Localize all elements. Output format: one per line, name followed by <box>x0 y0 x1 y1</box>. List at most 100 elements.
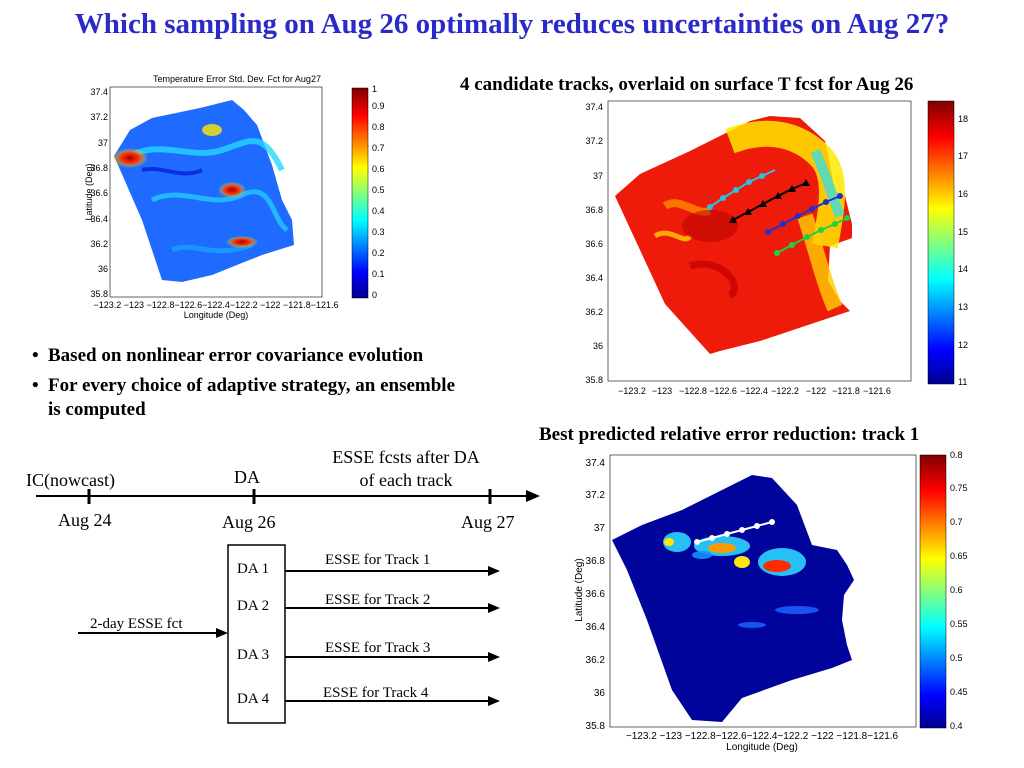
error-reduction-caption: Best predicted relative error reduction:… <box>539 424 920 445</box>
left-cb-tick: 0.7 <box>372 143 385 153</box>
tracks-y-tick: 37 <box>593 171 603 181</box>
tracks-x-tick: −121.8 <box>832 386 860 396</box>
tracks-colorbar <box>927 100 955 385</box>
left-cb-tick: 0 <box>372 290 377 300</box>
timeline-axis <box>36 489 540 504</box>
tracks-x-tick: −122.2 <box>771 386 799 396</box>
left-y-tick: 37 <box>98 138 108 148</box>
reduction-xlabel: Longitude (Deg) <box>726 742 798 753</box>
da-4-label: DA 4 <box>237 691 270 707</box>
tracks-x-tick: −122.6 <box>709 386 737 396</box>
reduction-cb-tick: 0.7 <box>950 517 963 527</box>
da-2-label: DA 2 <box>237 598 270 614</box>
reduction-cb-tick: 0.65 <box>950 551 968 561</box>
esse-label-line: of each track <box>359 470 453 490</box>
timeline-esse-label: ESSE fcsts after DA of each track <box>306 446 506 492</box>
da-box <box>227 544 286 724</box>
da-3-label: DA 3 <box>237 647 270 663</box>
left-y-tick: 37.2 <box>90 112 108 122</box>
reduction-cb-tick: 0.5 <box>950 653 963 663</box>
tracks-cb-tick: 11 <box>958 377 967 387</box>
tracks-y-tick: 36 <box>593 341 603 351</box>
left-y-tick: 36 <box>98 264 108 274</box>
esse-track-3-label: ESSE for Track 3 <box>325 640 431 656</box>
left-map-field <box>114 100 294 282</box>
reduction-y-tick: 37 <box>594 523 606 534</box>
timeline-ic-label: IC(nowcast) <box>26 470 115 490</box>
tracks-y-tick: 37.2 <box>585 136 603 146</box>
left-y-tick: 36.4 <box>90 214 108 224</box>
esse-track-1-label: ESSE for Track 1 <box>325 552 431 568</box>
reduction-ylabel: Latitude (Deg) <box>574 558 585 621</box>
left-cb-tick: 0.2 <box>372 248 385 258</box>
left-cb-tick: 0.4 <box>372 206 385 216</box>
esse-label-line: ESSE fcsts after DA <box>332 447 480 467</box>
reduction-y-tick: 36.4 <box>586 622 606 633</box>
aug24-label: Aug 24 <box>58 510 112 530</box>
da-diagram-arrows <box>78 544 500 724</box>
reduction-cb-tick: 0.75 <box>950 483 968 493</box>
esse-track-4-label: ESSE for Track 4 <box>323 685 429 701</box>
tracks-x-tick: −123.2 <box>618 386 646 396</box>
left-map-title: Temperature Error Std. Dev. Fct for Aug2… <box>153 74 321 84</box>
reduction-cb-tick: 0.45 <box>950 687 968 697</box>
left-y-tick: 36.2 <box>90 239 108 249</box>
reduction-y-tick: 37.4 <box>586 458 606 469</box>
tracks-y-tick: 36.8 <box>585 205 603 215</box>
left-map-ylabel: Latitude (Deg) <box>84 163 94 220</box>
reduction-xticks: −123.2 −123 −122.8−122.6−122.4−122.2 −12… <box>626 731 899 742</box>
left-cb-tick: 0.1 <box>372 269 385 279</box>
bullet-item: Based on nonlinear error covariance evol… <box>30 344 510 368</box>
left-y-tick: 36.8 <box>90 163 108 173</box>
tracks-cb-tick: 13 <box>958 302 968 312</box>
reduction-cb-tick: 0.4 <box>950 721 963 731</box>
left-map-xlabel: Longitude (Deg) <box>184 310 249 320</box>
tracks-map-field <box>615 116 852 354</box>
tracks-y-tick: 37.4 <box>585 102 603 112</box>
tracks-y-tick: 35.8 <box>585 375 603 385</box>
slide-title: Which sampling on Aug 26 optimally reduc… <box>74 8 950 40</box>
tracks-x-tick: −123 <box>652 386 672 396</box>
tracks-y-tick: 36.4 <box>585 273 603 283</box>
reduction-cb-tick: 0.6 <box>950 585 963 595</box>
left-cb-tick: 0.8 <box>372 122 385 132</box>
error-std-dev-map: Temperature Error Std. Dev. Fct for Aug2… <box>84 74 385 320</box>
aug27-label: Aug 27 <box>461 512 515 532</box>
left-cb-tick: 0.3 <box>372 227 385 237</box>
tracks-y-tick: 36.6 <box>585 239 603 249</box>
tracks-x-tick: −121.6 <box>863 386 891 396</box>
reduction-y-tick: 36.6 <box>586 589 606 600</box>
tracks-cb-tick: 18 <box>958 114 968 124</box>
candidate-tracks-map: 37.4 37.2 37 36.8 36.6 36.4 36.2 36 35.8… <box>585 100 968 396</box>
tracks-x-tick: −122 <box>806 386 826 396</box>
tracks-cb-tick: 15 <box>958 227 968 237</box>
tracks-cb-tick: 16 <box>958 189 968 199</box>
tracks-x-tick: −122.4 <box>740 386 768 396</box>
aug26-label: Aug 26 <box>222 512 276 532</box>
left-y-tick: 35.8 <box>90 289 108 299</box>
tracks-cb-tick: 14 <box>958 264 968 274</box>
reduction-colorbar <box>919 454 947 729</box>
reduction-y-tick: 37.2 <box>586 490 606 501</box>
left-cb-tick: 0.9 <box>372 101 385 111</box>
bullet-item: For every choice of adaptive strategy, a… <box>30 374 468 422</box>
reduction-y-tick: 36.8 <box>586 556 606 567</box>
reduction-y-tick: 36 <box>594 688 606 699</box>
left-map-xticks: −123.2 −123 −122.8−122.6−122.4−122.2 −12… <box>94 300 339 310</box>
esse-track-2-label: ESSE for Track 2 <box>325 592 431 608</box>
left-cb-tick: 0.5 <box>372 185 385 195</box>
bullet-list: Based on nonlinear error covariance evol… <box>30 344 510 428</box>
reduction-cb-tick: 0.8 <box>950 450 963 460</box>
tracks-x-tick: −122.8 <box>679 386 707 396</box>
reduction-y-tick: 36.2 <box>586 655 606 666</box>
left-y-tick: 37.4 <box>90 87 108 97</box>
left-cb-tick: 0.6 <box>372 164 385 174</box>
tracks-y-tick: 36.2 <box>585 307 603 317</box>
two-day-fct-label: 2-day ESSE fct <box>90 616 183 632</box>
left-cb-tick: 1 <box>372 84 377 94</box>
left-colorbar <box>351 87 369 299</box>
timeline-da-label: DA <box>234 467 260 487</box>
tracks-cb-tick: 12 <box>958 340 968 350</box>
tracks-cb-tick: 17 <box>958 151 968 161</box>
error-reduction-map: 37.4 37.2 37 36.8 36.6 36.4 36.2 36 35.8… <box>574 450 968 753</box>
